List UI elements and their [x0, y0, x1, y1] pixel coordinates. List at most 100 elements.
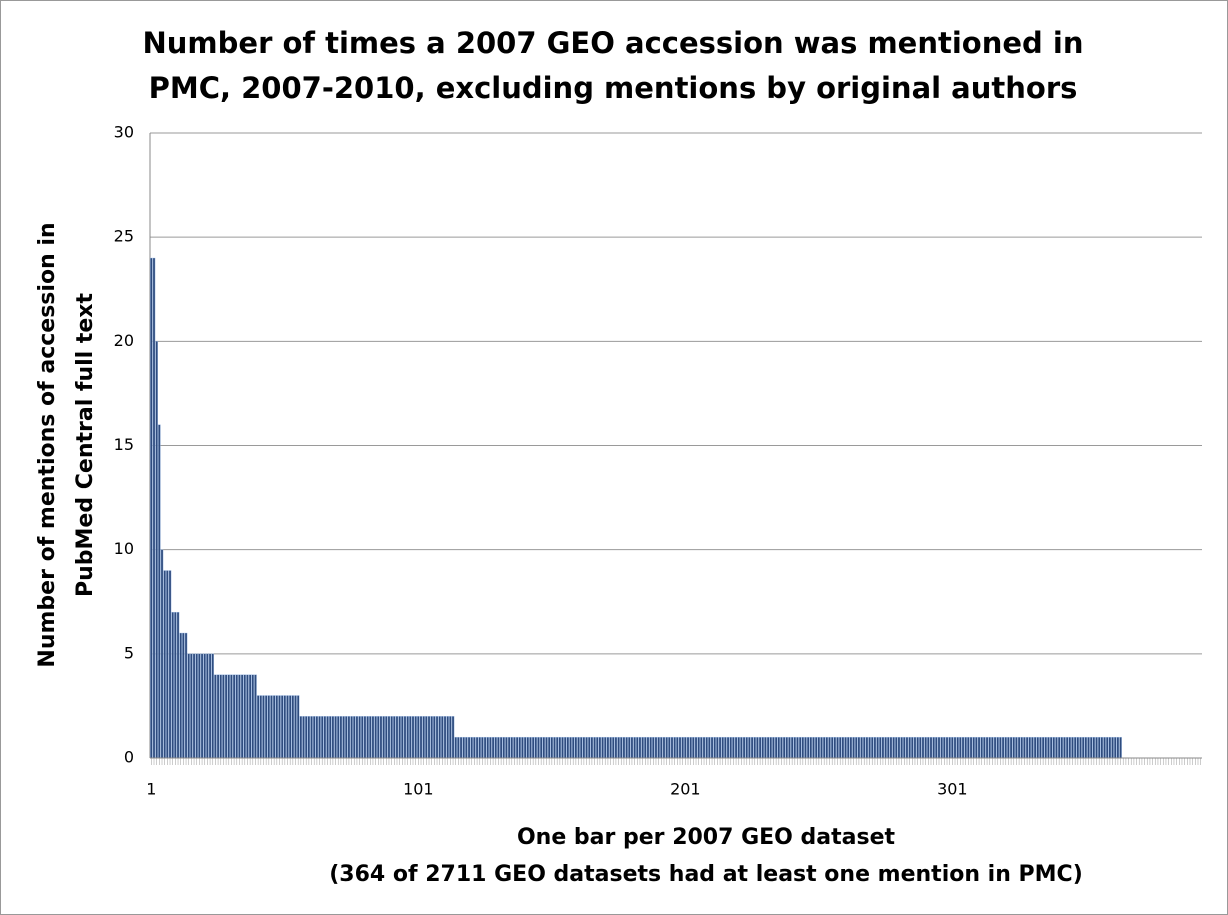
- bar: [166, 570, 169, 759]
- bar: [457, 736, 460, 759]
- bar: [259, 695, 263, 759]
- bar: [393, 716, 396, 759]
- bar: [1060, 736, 1064, 759]
- bar: [870, 736, 874, 759]
- bar: [374, 716, 377, 759]
- bar: [401, 716, 404, 759]
- bar: [830, 736, 834, 759]
- bar: [216, 674, 220, 759]
- bar: [710, 736, 714, 759]
- bar: [470, 736, 474, 759]
- bar: [796, 736, 799, 759]
- bar: [748, 736, 751, 759]
- bar: [652, 736, 655, 759]
- bar: [953, 736, 957, 759]
- bar: [838, 736, 842, 759]
- bar: [179, 632, 182, 759]
- bar: [628, 736, 631, 759]
- bar: [1105, 736, 1109, 759]
- bar: [697, 736, 700, 759]
- bar: [502, 736, 506, 759]
- bar: [670, 736, 674, 759]
- y-tick-label: 25: [114, 227, 134, 246]
- bar: [150, 257, 153, 759]
- bar: [729, 736, 733, 759]
- bar: [1084, 736, 1088, 759]
- bar: [892, 736, 895, 759]
- bar: [481, 736, 484, 759]
- bar: [246, 674, 249, 759]
- bar: [227, 674, 231, 759]
- bar: [1033, 736, 1037, 759]
- bar: [328, 716, 332, 759]
- bar: [499, 736, 503, 759]
- bar: [1049, 736, 1053, 759]
- bar: [238, 674, 241, 759]
- bar: [964, 736, 967, 759]
- y-axis-label: Number of mentions of accession in: [35, 222, 60, 667]
- bar: [927, 736, 930, 759]
- bar: [654, 736, 658, 759]
- bar: [507, 736, 511, 759]
- bar: [766, 736, 770, 759]
- bar: [152, 257, 156, 759]
- bar: [844, 736, 847, 759]
- bar: [163, 570, 166, 759]
- bar: [812, 736, 815, 759]
- bar: [491, 736, 495, 759]
- bar: [1089, 736, 1093, 759]
- bar: [1103, 736, 1106, 759]
- bar: [419, 716, 423, 759]
- bar: [315, 716, 319, 759]
- bar: [718, 736, 722, 759]
- bar: [478, 736, 482, 759]
- bar: [1079, 736, 1082, 759]
- bar: [750, 736, 754, 759]
- bar: [489, 736, 492, 759]
- bar: [836, 736, 839, 759]
- bar: [609, 736, 612, 759]
- bar: [438, 716, 441, 759]
- bar: [993, 736, 997, 759]
- bar: [190, 653, 193, 759]
- bar: [550, 736, 554, 759]
- bar: [948, 736, 951, 759]
- bar: [475, 736, 479, 759]
- bar: [644, 736, 647, 759]
- bar: [1036, 736, 1040, 759]
- bar: [617, 736, 620, 759]
- bar: [361, 716, 364, 759]
- bar: [924, 736, 927, 759]
- bar: [1023, 736, 1026, 759]
- bar: [387, 716, 391, 759]
- bar: [854, 736, 858, 759]
- bar: [1065, 736, 1069, 759]
- bar: [521, 736, 524, 759]
- bar: [1009, 736, 1013, 759]
- bar: [385, 716, 388, 759]
- bar: [1025, 736, 1029, 759]
- bar: [1113, 736, 1117, 759]
- bar: [1111, 736, 1114, 759]
- y-tick-label: 15: [114, 435, 134, 454]
- x-tick-label: 101: [403, 780, 434, 799]
- bar: [350, 716, 353, 759]
- bar: [841, 736, 845, 759]
- bar: [494, 736, 498, 759]
- bar: [772, 736, 775, 759]
- bar: [825, 736, 829, 759]
- bar: [716, 736, 719, 759]
- bar: [561, 736, 564, 759]
- chart-title: Number of times a 2007 GEO accession was…: [143, 26, 1084, 60]
- bar: [230, 674, 233, 759]
- bar: [1092, 736, 1096, 759]
- bar: [537, 736, 540, 759]
- bar: [676, 736, 679, 759]
- bar: [943, 736, 946, 759]
- bar: [505, 736, 508, 759]
- bar: [868, 736, 871, 759]
- bar: [940, 736, 943, 759]
- bar: [657, 736, 660, 759]
- bar: [1041, 736, 1045, 759]
- bar: [753, 736, 757, 759]
